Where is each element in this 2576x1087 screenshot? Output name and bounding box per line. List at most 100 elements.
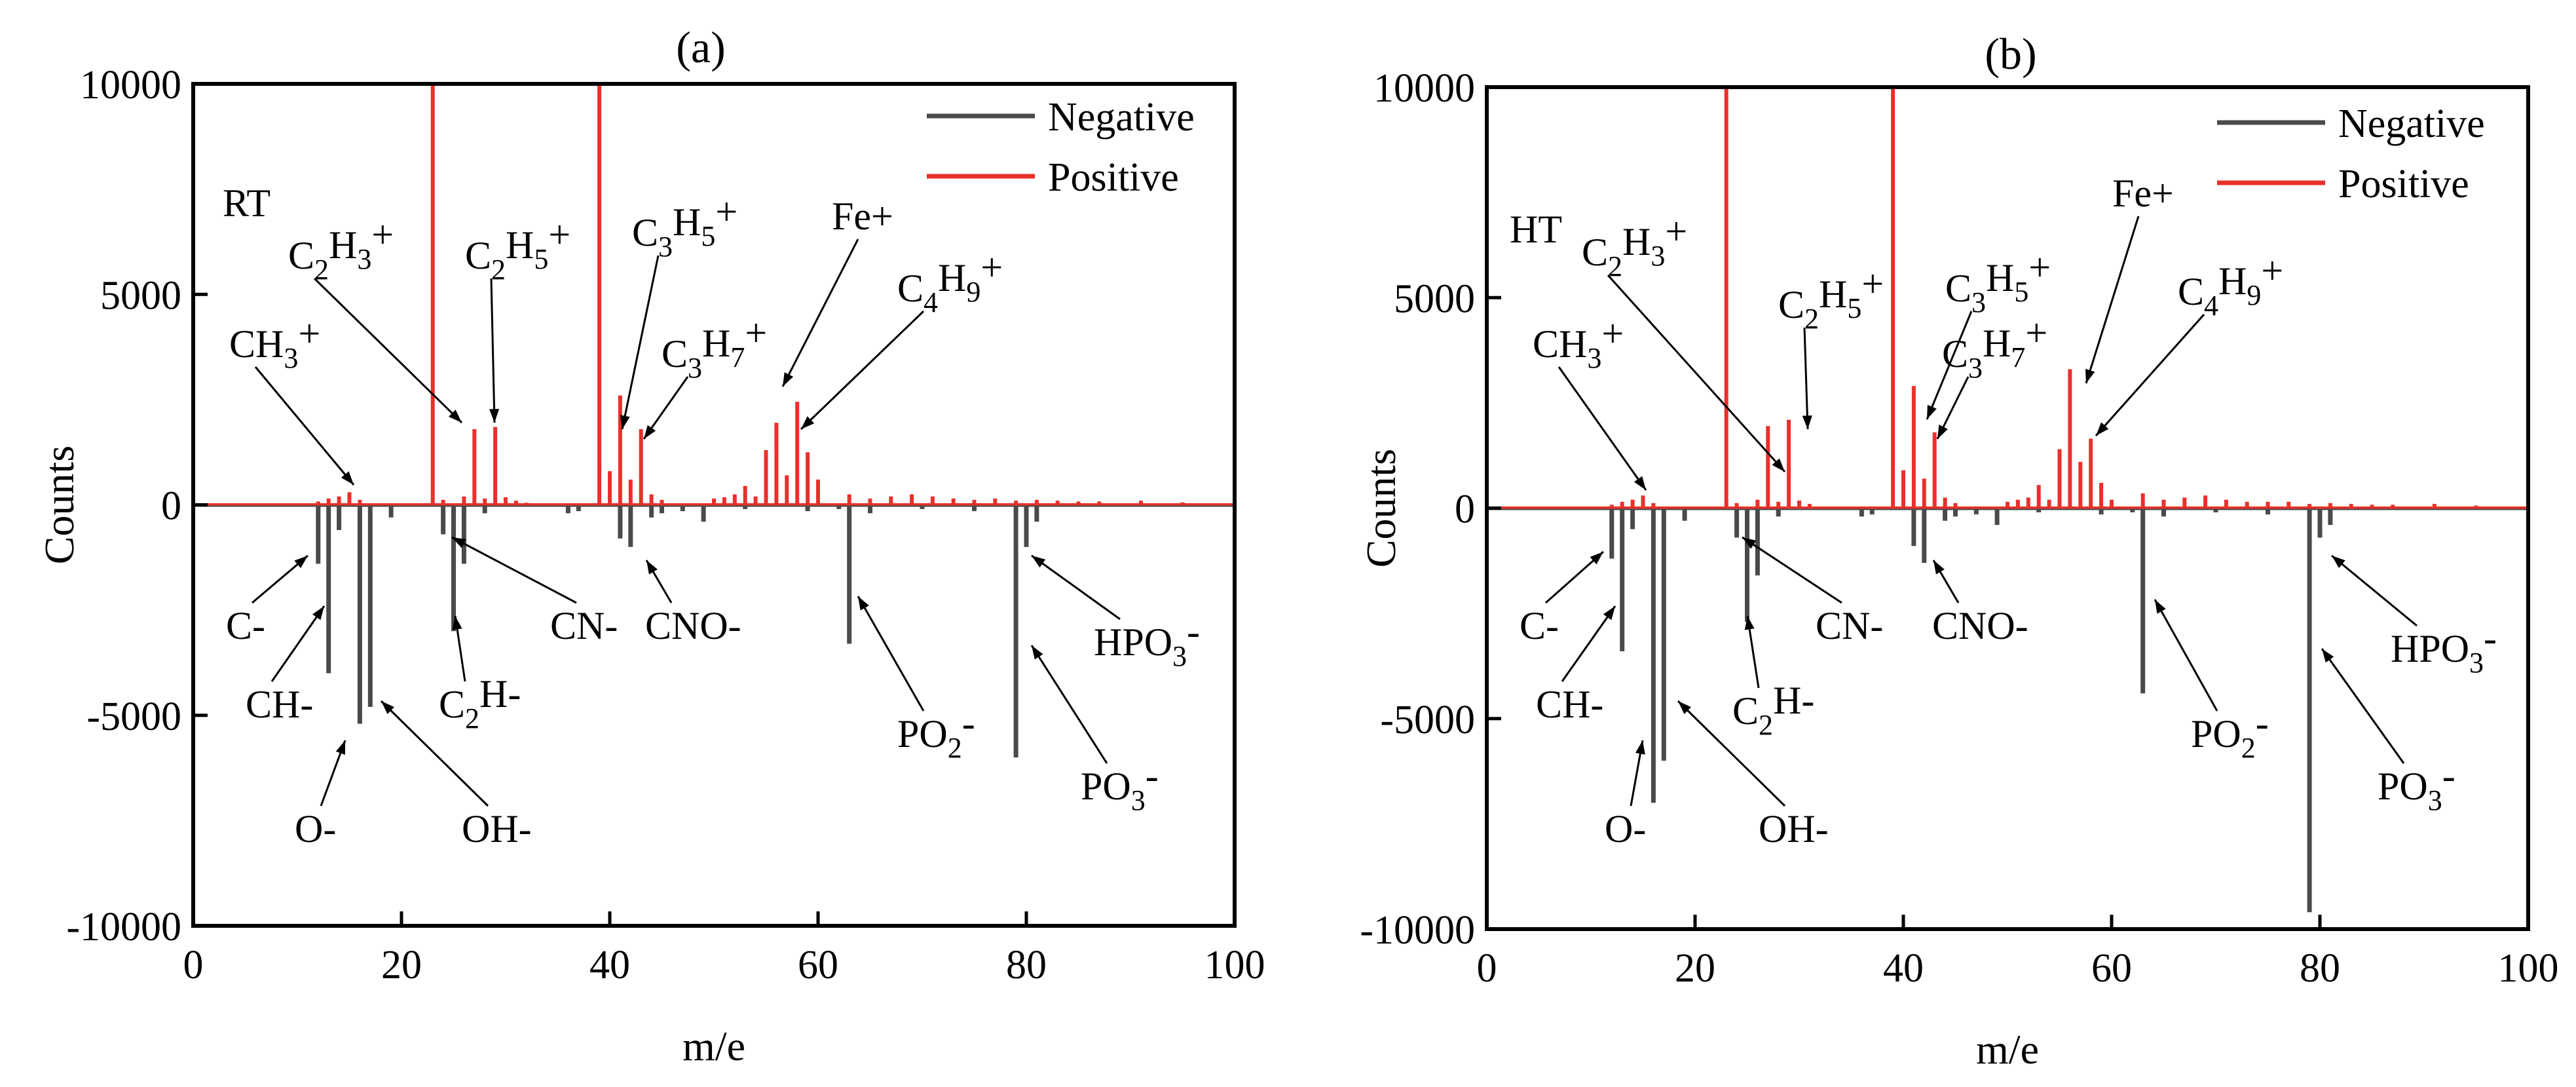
annotation-base: PO [1081,765,1131,808]
x-tick-label: 40 [1883,946,1924,991]
annotation-base: OH- [1759,807,1829,850]
annotation-arrow [857,596,925,712]
annotation-mid: H [506,223,534,267]
x-tick-label: 100 [1204,943,1265,987]
annotation-sub: 2 [314,254,329,286]
annotation-mid: H [673,200,701,244]
annotation-mid: - [2484,617,2497,660]
arrow-head [2322,649,2334,663]
arrow-head [620,415,630,429]
annotation-sub2: 9 [2247,279,2261,311]
annotation-sub: 2 [1608,250,1622,282]
annotation-sup: + [980,246,1003,289]
annotation-label: C- [226,604,265,647]
annotation-sup: + [298,312,320,355]
annotation-base: C [662,332,688,375]
arrow-head [783,372,794,387]
annotation-sup: + [1861,262,1884,305]
annotation-base: C [1778,283,1804,326]
condition-label: HT [1510,208,1562,251]
annotation-sup: + [2025,311,2047,354]
annotation-arrow [1607,274,1786,473]
arrow-head [335,740,345,755]
legend-label-positive: Positive [1048,155,1179,200]
y-tick-label: 0 [1455,487,1475,532]
arrow-head [1802,415,1812,429]
annotation-base: Fe+ [832,195,893,238]
arrow-head [452,537,466,548]
annotation-label: CN- [1816,604,1883,647]
annotation-label: CH3+ [229,312,320,374]
arrow-head [1772,458,1785,472]
arrow-head [1927,405,1937,419]
annotation-arrow [490,278,496,423]
annotation-arrow [451,536,577,604]
arrow-head [452,616,462,630]
annotation-arrow [1031,554,1121,620]
x-tick-label: 20 [381,943,422,987]
annotation-base: PO [897,712,948,755]
annotation-label: CNO- [645,604,741,647]
x-tick-label: 20 [1675,946,1715,991]
x-tick-label: 0 [1477,946,1497,991]
x-tick-label: 60 [2091,946,2132,991]
annotation-sub: 3 [1971,286,1986,318]
annotation-base: CNO- [1932,604,2028,647]
annotation-label: CH- [1536,683,1603,726]
arrow-head [2332,556,2345,568]
series-positive [193,84,1235,506]
annotation-label: C2H- [439,672,521,734]
annotation-mid: H [1983,322,2011,365]
annotation-base: C- [226,604,265,647]
annotation-label: HPO3- [1094,610,1200,672]
arrow-head [1603,606,1615,620]
legend: Negative Positive [927,95,1195,200]
annotation-base: C [465,234,491,277]
annotation-sup: + [1601,312,1624,355]
annotation-label: O- [295,807,336,850]
annotation-mid: H [1622,220,1651,263]
annotation-sub: 3 [1968,352,1983,384]
annotation-sup: + [548,213,570,256]
series-negative [1609,508,2333,913]
annotation-base: CH [229,322,284,366]
annotation-mid: - [1146,754,1159,797]
arrow-head [2096,422,2109,436]
annotation-label: PO3- [1081,754,1159,816]
annotation-mid: H- [479,672,521,715]
x-tick-label: 60 [798,943,838,987]
annotation-label: OH- [1759,807,1829,850]
arrow-head [448,410,462,423]
annotation-sub: 2 [1759,709,1773,741]
annotation-label: C2H- [1732,679,1814,741]
annotation-base: C [897,267,924,310]
annotation-arrow [2095,314,2205,436]
arrow-head [489,409,500,423]
annotation-mid: H [2218,259,2247,303]
arrow-head [1937,425,1948,439]
legend-label-positive: Positive [2338,162,2469,206]
annotation-sub: 3 [284,342,298,374]
annotation-sup: + [745,311,767,354]
annotation-base: C [1582,231,1608,274]
annotation-base: PO [2378,765,2428,808]
annotation-sub: 3 [658,231,673,263]
annotation-sub: 4 [924,286,938,318]
annotation-arrow [2085,216,2140,384]
annotation-label: CH3+ [1533,312,1624,374]
condition-label: RT [223,181,271,225]
arrow-head [644,425,656,439]
annotation-sub2: 3 [357,243,371,275]
arrow-head [1032,645,1043,660]
annotation-arrow [2331,554,2417,627]
y-axis-title: Counts [1358,449,1404,567]
annotation-base: C [1945,267,1971,310]
annotation-arrow [271,605,326,682]
arrow-head [1678,701,1692,714]
arrow-head [858,596,869,611]
arrow-head [646,560,658,575]
y-tick-label: 0 [161,484,181,529]
annotation-base: O- [1605,807,1646,850]
x-tick-label: 80 [2300,946,2340,991]
annotation-base: C [1942,332,1968,375]
